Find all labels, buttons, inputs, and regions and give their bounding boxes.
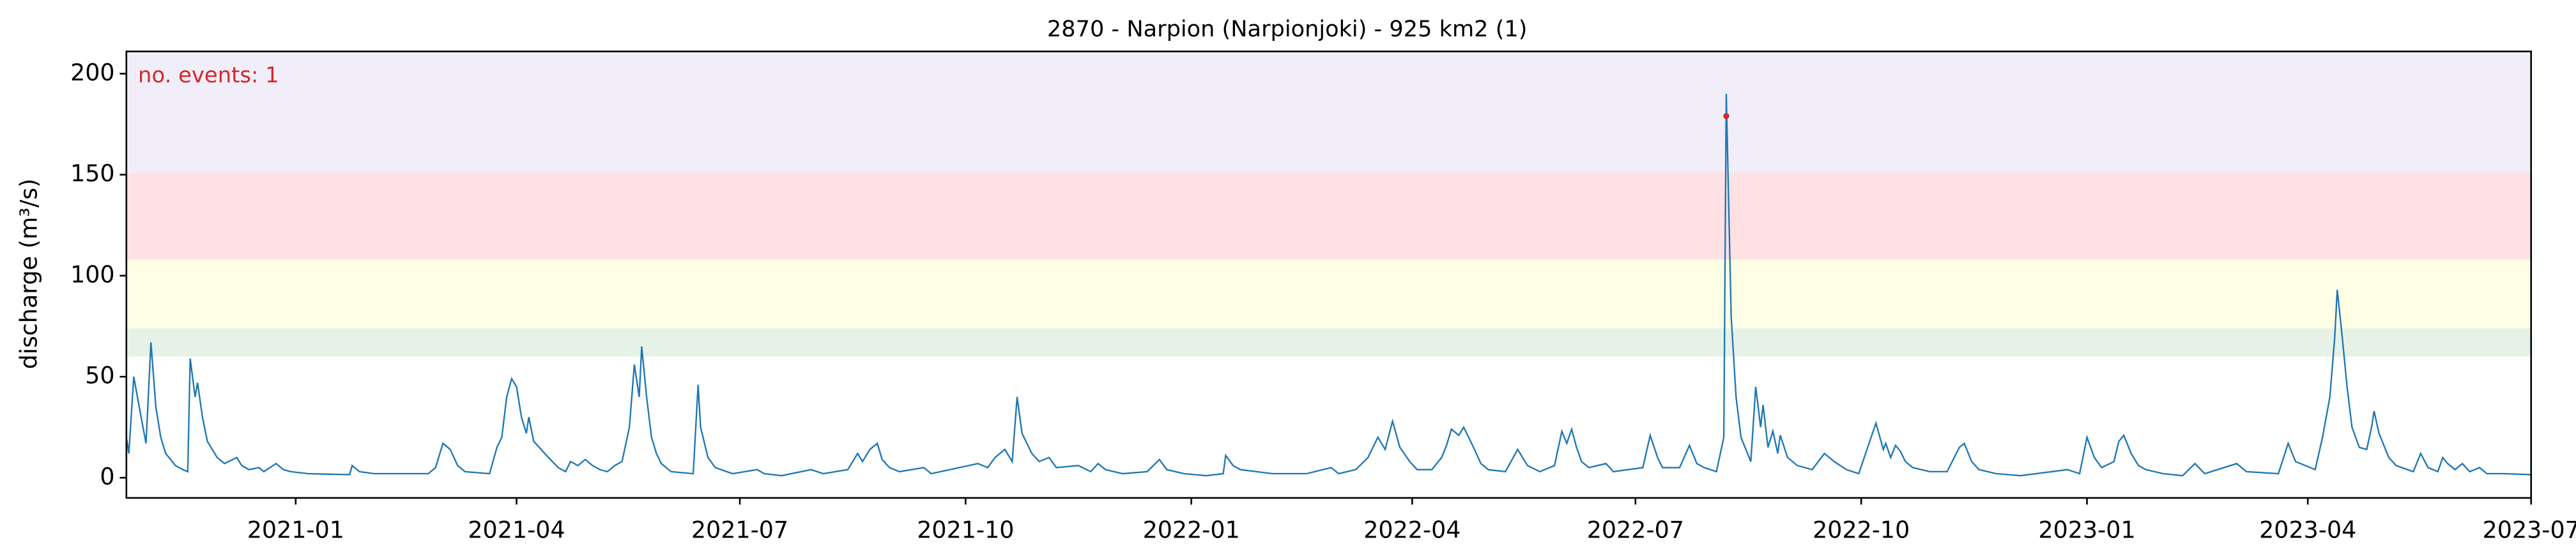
y-tick-label: 200 [70, 59, 115, 86]
x-tick-label: 2022-01 [1143, 516, 1240, 544]
y-tick-label: 100 [70, 260, 115, 288]
threshold-band [126, 259, 2531, 329]
threshold-band [126, 172, 2531, 260]
x-tick-label: 2021-07 [691, 516, 788, 544]
y-tick-label: 50 [85, 362, 114, 389]
x-tick-label: 2023-07 [2483, 516, 2576, 544]
x-tick-label: 2023-04 [2259, 516, 2356, 544]
y-tick-label: 0 [100, 463, 114, 490]
x-tick-label: 2021-04 [468, 516, 565, 544]
discharge-line [125, 94, 2531, 477]
x-tick-label: 2022-10 [1813, 516, 1910, 544]
y-tick-label: 150 [70, 160, 115, 187]
x-tick-label: 2021-10 [917, 516, 1014, 544]
threshold-band [126, 51, 2531, 173]
event-marker [1723, 113, 1729, 119]
x-tick-label: 2022-04 [1363, 516, 1460, 544]
x-tick-label: 2021-01 [247, 516, 344, 544]
plot-frame [125, 50, 2533, 499]
x-tick-label: 2022-07 [1587, 516, 1684, 544]
chart-title: 2870 - Narpion (Narpionjoki) - 925 km2 (… [1047, 16, 1528, 42]
x-tick-label: 2023-01 [2038, 516, 2135, 544]
y-axis-label: discharge (m³/s) [15, 179, 42, 370]
annotation: no. events: 1 [138, 63, 279, 87]
threshold-band [126, 328, 2531, 357]
